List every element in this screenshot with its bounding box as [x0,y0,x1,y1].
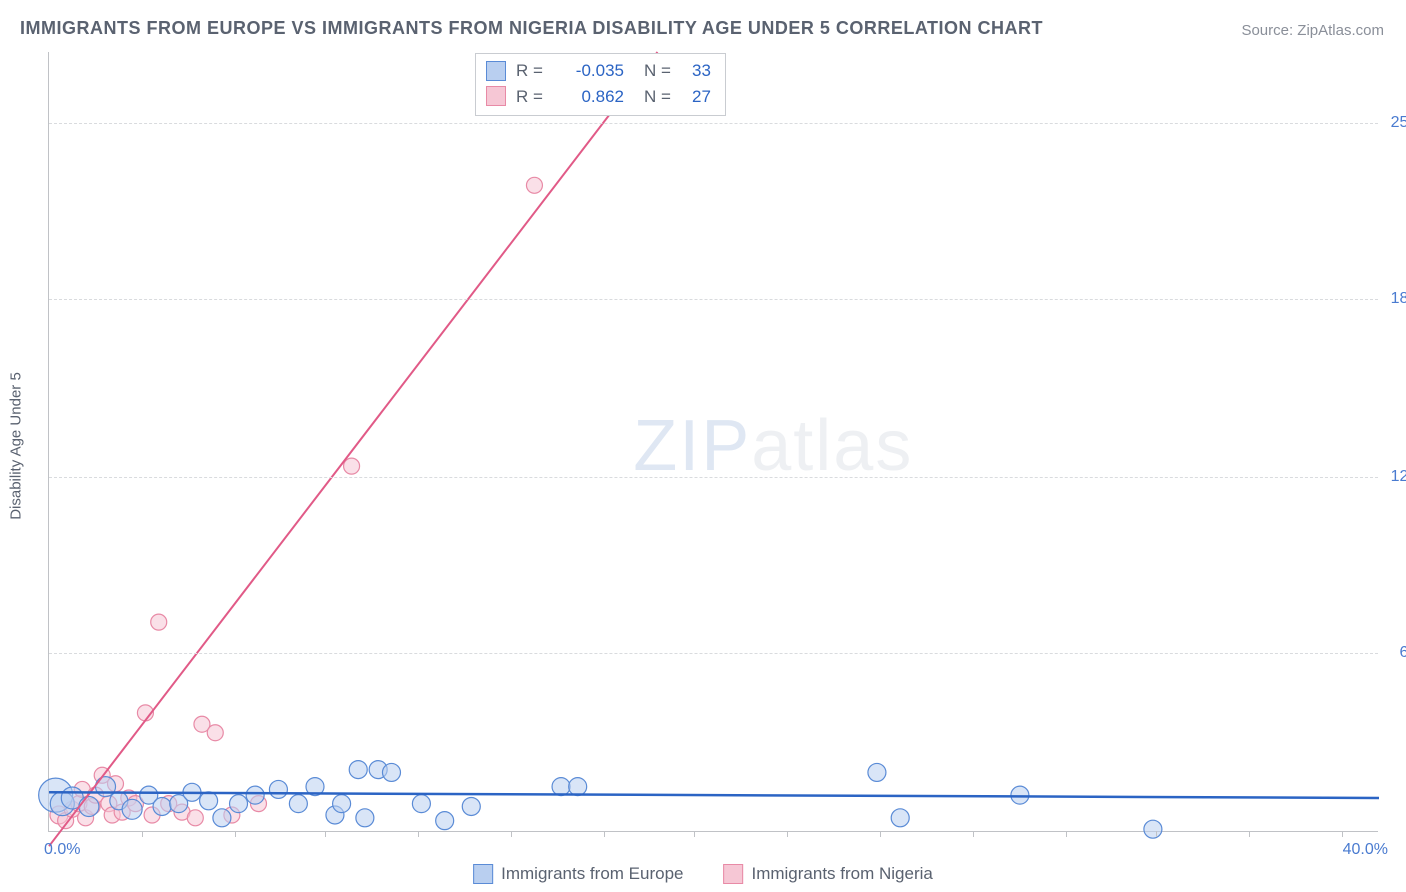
r-value-europe: -0.035 [560,58,624,84]
r-value-nigeria: 0.862 [560,84,624,110]
stats-legend: R = -0.035 N = 33 R = 0.862 N = 27 [475,53,726,116]
source-text: Source: ZipAtlas.com [1241,22,1384,39]
legend-label-nigeria: Immigrants from Nigeria [751,864,932,884]
plot-area: 6.3%12.5%18.8%25.0%0.0%40.0% [48,52,1378,832]
y-tick-label: 12.5% [1391,468,1406,486]
swatch-icon [723,864,743,884]
legend-label-europe: Immigrants from Europe [501,864,683,884]
y-axis-label: Disability Age Under 5 [8,372,25,520]
stats-row-nigeria: R = 0.862 N = 27 [486,84,711,110]
stats-row-europe: R = -0.035 N = 33 [486,58,711,84]
x-tick-max: 40.0% [1343,841,1388,859]
y-tick-label: 18.8% [1391,290,1406,308]
x-tick-min: 0.0% [44,841,80,859]
y-tick-label: 6.3% [1400,644,1406,662]
y-tick-label: 25.0% [1391,114,1406,132]
chart-title: IMMIGRANTS FROM EUROPE VS IMMIGRANTS FRO… [20,18,1043,39]
swatch-icon [473,864,493,884]
plot-svg [49,52,1378,831]
n-value-nigeria: 27 [692,84,711,110]
legend: Immigrants from Europe Immigrants from N… [473,864,933,884]
legend-nigeria: Immigrants from Nigeria [723,864,932,884]
legend-europe: Immigrants from Europe [473,864,683,884]
swatch-europe [486,61,506,81]
swatch-nigeria [486,86,506,106]
n-value-europe: 33 [692,58,711,84]
